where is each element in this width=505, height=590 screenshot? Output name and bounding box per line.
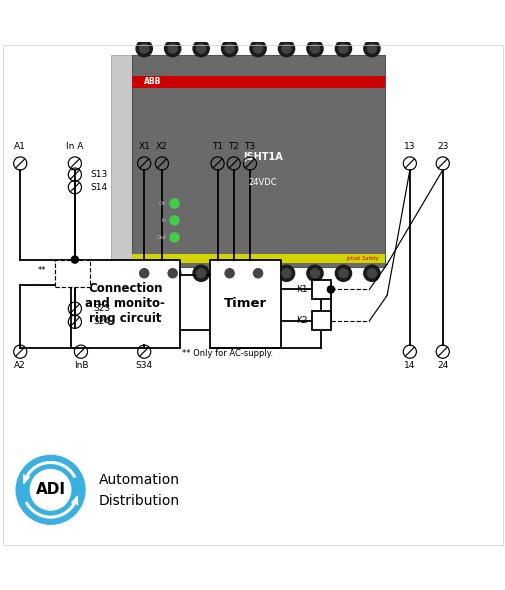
Circle shape [278,41,294,57]
Circle shape [139,44,148,53]
Text: 23: 23 [436,142,447,151]
Circle shape [253,268,262,278]
Text: JSHT1A: JSHT1A [243,152,282,162]
Text: X2: X2 [156,142,168,151]
Text: T3: T3 [244,142,255,151]
Circle shape [30,470,71,510]
Bar [111,55,131,262]
Bar [131,55,384,267]
Circle shape [310,44,319,53]
Text: **: ** [38,267,46,276]
Circle shape [168,268,177,278]
Text: S34: S34 [135,361,153,371]
Circle shape [338,268,347,278]
Circle shape [196,44,205,53]
Circle shape [367,268,376,278]
Bar [55,260,90,287]
Text: ADI: ADI [35,482,66,497]
Circle shape [136,265,152,281]
Text: T1: T1 [212,142,223,151]
Text: X1: X1 [138,142,150,151]
Circle shape [225,268,234,278]
Circle shape [307,265,323,281]
Circle shape [310,268,319,278]
Circle shape [168,44,177,53]
Circle shape [335,265,351,281]
Circle shape [193,41,209,57]
Circle shape [278,265,294,281]
Text: S24: S24 [93,317,110,326]
Circle shape [170,199,179,208]
Circle shape [221,265,237,281]
Text: ** Only for AC-supply.: ** Only for AC-supply. [182,349,273,358]
Circle shape [335,41,351,57]
Text: In A: In A [66,142,83,151]
Bar [131,77,384,87]
Text: InB: InB [74,361,88,371]
Text: 24VDC: 24VDC [248,178,277,186]
Circle shape [164,265,180,281]
Text: Timer: Timer [223,297,267,310]
Text: S23: S23 [93,304,110,313]
Circle shape [363,265,379,281]
Circle shape [338,44,347,53]
Text: T2: T2 [228,142,239,151]
Circle shape [367,44,376,53]
Circle shape [196,268,205,278]
Text: 14: 14 [403,361,415,371]
Text: S14: S14 [90,183,107,192]
Bar [311,280,330,299]
Text: Out: Out [157,235,167,240]
Circle shape [363,41,379,57]
Circle shape [71,256,78,263]
Text: A2: A2 [14,361,26,371]
Circle shape [170,233,179,242]
Text: Automation: Automation [98,473,179,487]
Bar [71,260,179,348]
Text: Distribution: Distribution [98,494,179,508]
Circle shape [170,216,179,225]
Circle shape [249,41,266,57]
Bar [311,311,330,330]
Circle shape [221,41,237,57]
Text: ABB: ABB [144,77,161,87]
Text: In: In [162,218,167,223]
Bar [131,254,384,263]
Circle shape [281,44,290,53]
Circle shape [193,265,209,281]
Circle shape [327,286,334,293]
Text: Connection
and monito-
ring circuit: Connection and monito- ring circuit [85,283,165,325]
Text: 13: 13 [403,142,415,151]
Circle shape [136,41,152,57]
Text: A1: A1 [14,142,26,151]
Text: 24: 24 [436,361,447,371]
Text: Jokab Safety: Jokab Safety [346,256,379,261]
Circle shape [307,41,323,57]
Text: K1: K1 [295,285,307,294]
Circle shape [16,455,85,525]
Circle shape [225,44,234,53]
Text: K2: K2 [295,316,307,325]
Circle shape [281,268,290,278]
Text: On: On [159,201,167,206]
Circle shape [249,265,266,281]
Circle shape [164,41,180,57]
Circle shape [139,268,148,278]
Text: S13: S13 [90,170,107,179]
Circle shape [253,44,262,53]
Bar [210,260,280,348]
